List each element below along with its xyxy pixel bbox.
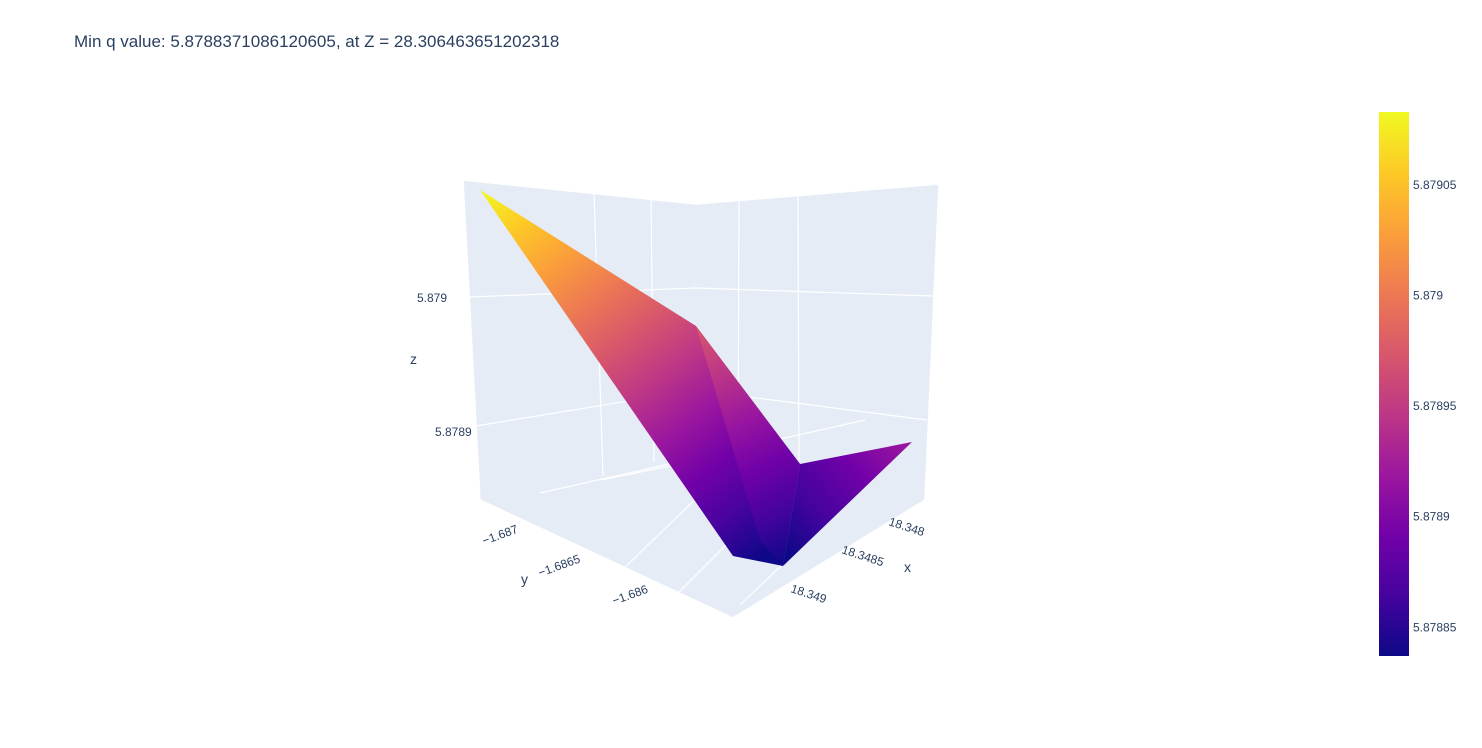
colorbar-tick-label: 5.8789: [1413, 510, 1450, 524]
surface-face-right[interactable]: [783, 442, 912, 566]
chart-title: Min q value: 5.8788371086120605, at Z = …: [74, 32, 560, 51]
x-tick-label: 18.349: [789, 582, 829, 607]
colorbar-tick-label: 5.87885: [1413, 620, 1457, 634]
colorbar[interactable]: 5.87905 5.879 5.87895 5.8789 5.87885: [1379, 112, 1457, 656]
colorbar-gradient: [1379, 112, 1409, 656]
y-tick-label: −1.686: [610, 582, 650, 608]
x-tick-label: 18.348: [887, 515, 927, 540]
colorbar-ticks: 5.87905 5.879 5.87895 5.8789 5.87885: [1413, 178, 1457, 634]
scene-back-wall: [463, 180, 696, 500]
y-tick-label: −1.6865: [536, 552, 582, 580]
surface-face-valley[interactable]: [696, 326, 800, 566]
colorbar-tick-label: 5.879: [1413, 289, 1443, 303]
z-tick-label: 5.879: [417, 291, 447, 305]
surface[interactable]: [480, 190, 912, 566]
z-axis: 5.879 5.8789 z: [410, 291, 472, 439]
x-tick-label: 18.3485: [840, 543, 886, 570]
x-axis-title: x: [904, 559, 911, 575]
colorbar-tick-label: 5.87905: [1413, 178, 1457, 192]
colorbar-tick-label: 5.87895: [1413, 399, 1457, 413]
y-axis-title: y: [521, 571, 528, 587]
y-tick-label: −1.687: [480, 522, 520, 548]
surface-face-upper[interactable]: [480, 190, 800, 566]
z-tick-label: 5.8789: [435, 425, 472, 439]
scene-edges: [462, 179, 940, 619]
z-axis-title: z: [410, 351, 417, 367]
